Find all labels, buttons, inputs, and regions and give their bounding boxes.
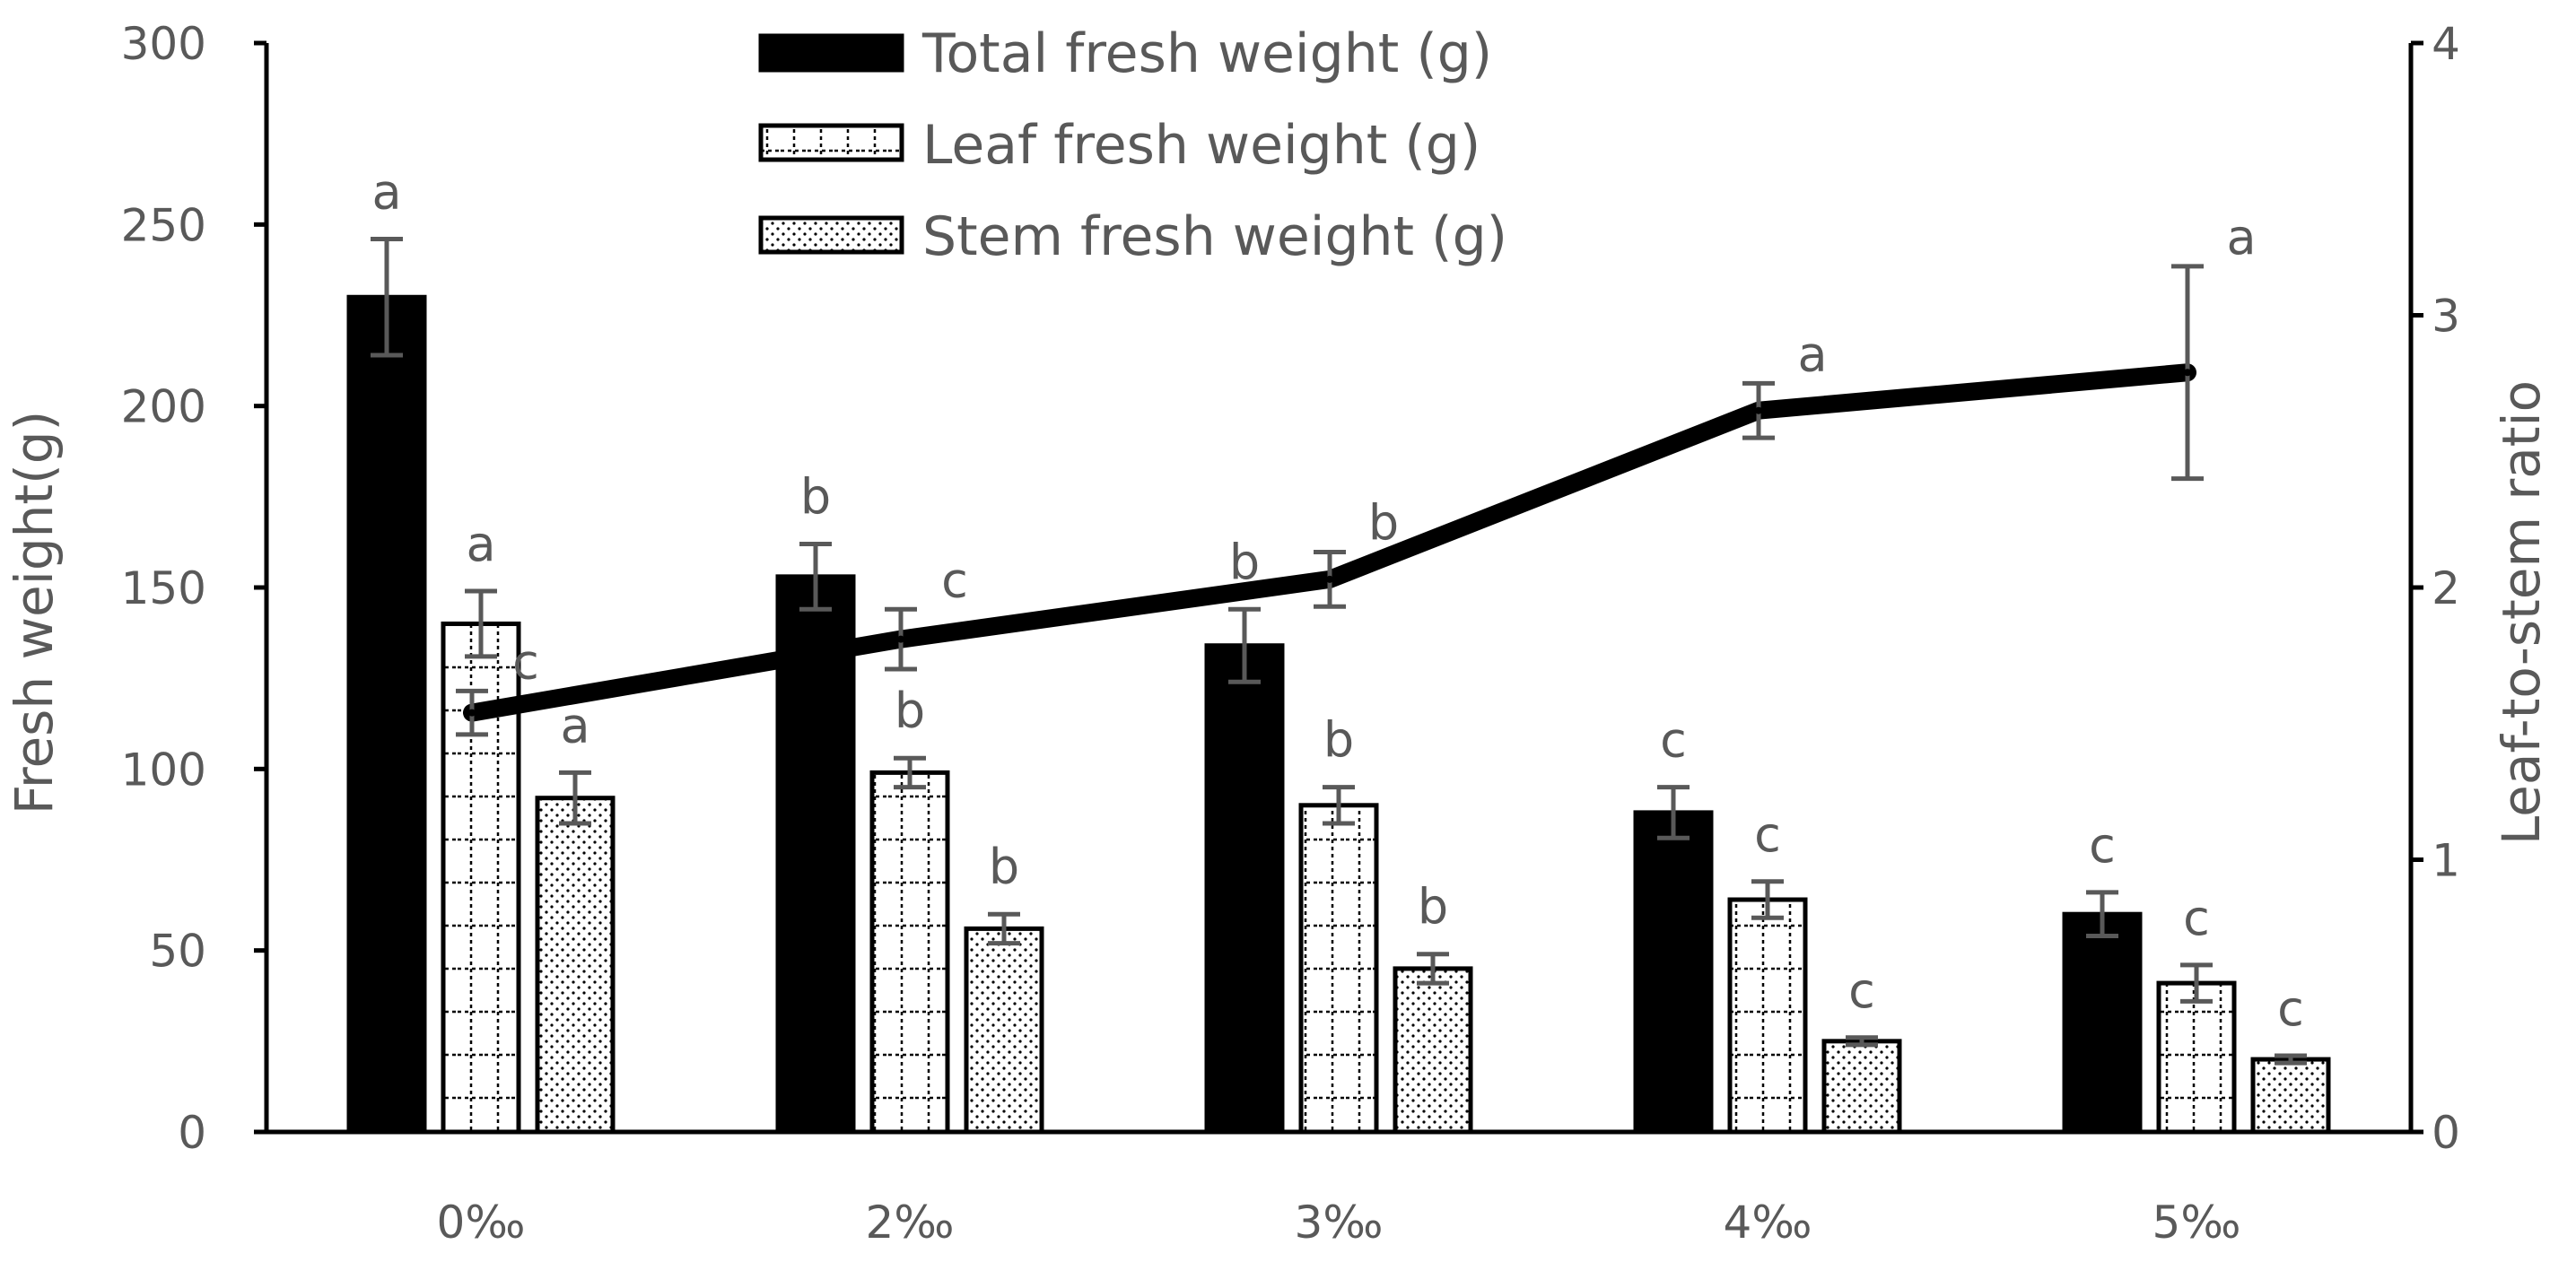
bar-1-3 xyxy=(1727,897,1808,1135)
bar-sig-label-1-2: b xyxy=(1323,712,1354,769)
ratio-point-1 xyxy=(897,635,904,643)
bar-sig-label-0-4: c xyxy=(2089,817,2116,874)
y2-tick-label-0: 0 xyxy=(2432,1107,2460,1159)
y-tick-label-50: 50 xyxy=(149,926,206,978)
bar-sig-label-1-0: a xyxy=(466,516,495,572)
x-tick-label-4: 5‰ xyxy=(2152,1197,2241,1249)
x-tick-label-1: 2‰ xyxy=(866,1197,955,1249)
bar-2-4 xyxy=(2250,1057,2331,1135)
x-tick-label-2: 3‰ xyxy=(1295,1197,1384,1249)
bar-2-1 xyxy=(964,926,1044,1135)
bar-sig-label-2-1: b xyxy=(989,839,1019,895)
bar-1-4 xyxy=(2156,980,2237,1135)
x-tick-label-0: 0‰ xyxy=(437,1197,526,1249)
legend-swatch-total xyxy=(758,33,904,73)
ratio-point-4 xyxy=(2184,369,2191,377)
legend-label-leaf: Leaf fresh weight (g) xyxy=(922,114,1480,177)
y-tick-label-150: 150 xyxy=(121,562,206,614)
legend-swatch-leaf xyxy=(758,123,904,162)
bar-0-3 xyxy=(1633,810,1714,1135)
y2-tick-label-2: 2 xyxy=(2432,562,2460,614)
y-axis-title: Fresh weight(g) xyxy=(4,411,65,814)
bar-2-0 xyxy=(535,796,616,1135)
ratio-sig-label-0: c xyxy=(512,633,539,690)
y2-axis-title: Leaf-to-stem ratio xyxy=(2491,380,2552,845)
y-tick-label-200: 200 xyxy=(121,381,206,433)
x-tick-label-3: 4‰ xyxy=(1724,1197,1812,1249)
bar-sig-label-2-3: c xyxy=(1848,962,1875,1019)
ratio-sig-label-2: b xyxy=(1368,495,1399,552)
bar-0-4 xyxy=(2062,911,2143,1135)
bar-sig-label-0-3: c xyxy=(1660,712,1687,769)
bar-sig-label-0-1: b xyxy=(800,468,831,525)
legend-label-stem: Stem fresh weight (g) xyxy=(922,205,1507,268)
bar-2-3 xyxy=(1821,1039,1902,1135)
bar-sig-label-1-4: c xyxy=(2183,890,2210,946)
bar-2-2 xyxy=(1393,966,1473,1135)
bar-sig-label-2-0: a xyxy=(560,697,589,753)
bar-1-2 xyxy=(1298,803,1379,1135)
ratio-line xyxy=(463,363,2196,722)
y-tick-label-300: 300 xyxy=(121,18,206,70)
bar-sig-label-2-2: b xyxy=(1418,879,1448,936)
y2-tick-label-3: 3 xyxy=(2432,291,2460,343)
y-tick-label-100: 100 xyxy=(121,744,206,796)
legend: Total fresh weight (g) Leaf fresh weight… xyxy=(758,22,1507,268)
bar-1-1 xyxy=(869,770,950,1135)
bar-sig-label-0-0: a xyxy=(371,164,401,221)
ratio-point-3 xyxy=(1755,406,1762,414)
y2-tick-label-4: 4 xyxy=(2432,18,2460,70)
ratio-point-2 xyxy=(1326,575,1333,583)
legend-label-total: Total fresh weight (g) xyxy=(921,22,1492,85)
legend-swatch-stem xyxy=(758,215,904,255)
ratio-sig-label-4: a xyxy=(2226,209,2256,265)
bar-0-2 xyxy=(1204,643,1285,1135)
ratio-sig-label-3: a xyxy=(1797,326,1827,382)
ratio-point-0 xyxy=(468,709,476,717)
y-tick-label-250: 250 xyxy=(121,199,206,251)
y-tick-label-0: 0 xyxy=(178,1107,206,1159)
bar-sig-label-1-3: c xyxy=(1754,806,1781,863)
y2-tick-label-1: 1 xyxy=(2432,835,2460,887)
bar-0-0 xyxy=(346,294,427,1135)
bar-sig-label-1-1: b xyxy=(895,683,925,739)
bar-sig-label-2-4: c xyxy=(2277,980,2304,1037)
ratio-sig-label-1: c xyxy=(941,552,968,608)
